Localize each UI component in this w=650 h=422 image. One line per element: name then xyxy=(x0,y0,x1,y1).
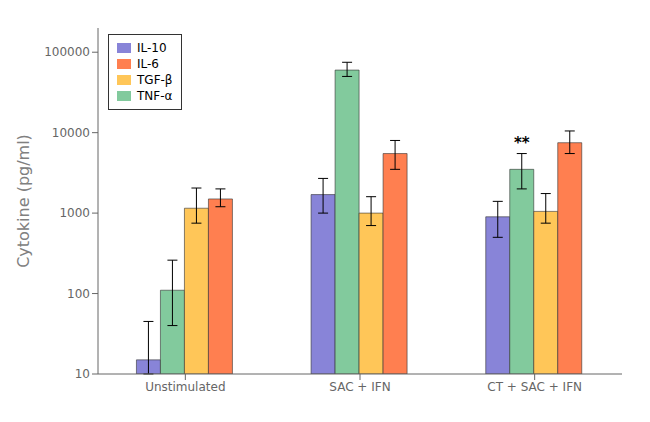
html-text:TGF-β: TGF-β xyxy=(137,73,173,87)
svg-text:Unstimulated: Unstimulated xyxy=(145,380,225,394)
html-text:IL-10: IL-10 xyxy=(137,41,167,55)
html-text:TNF-α: TNF-α xyxy=(137,89,173,103)
svg-text:10000: 10000 xyxy=(52,126,90,140)
svg-text:10: 10 xyxy=(75,367,90,381)
html-text:IL-6: IL-6 xyxy=(137,57,159,71)
svg-text:CT + SAC + IFN: CT + SAC + IFN xyxy=(487,380,582,394)
svg-text:**: ** xyxy=(514,134,530,152)
svg-text:100000: 100000 xyxy=(44,45,90,59)
svg-text:100: 100 xyxy=(67,287,90,301)
svg-text:1000: 1000 xyxy=(59,206,90,220)
svg-text:Cytokine (pg/ml): Cytokine (pg/ml) xyxy=(14,134,33,268)
svg-text:SAC + IFN: SAC + IFN xyxy=(329,380,390,394)
